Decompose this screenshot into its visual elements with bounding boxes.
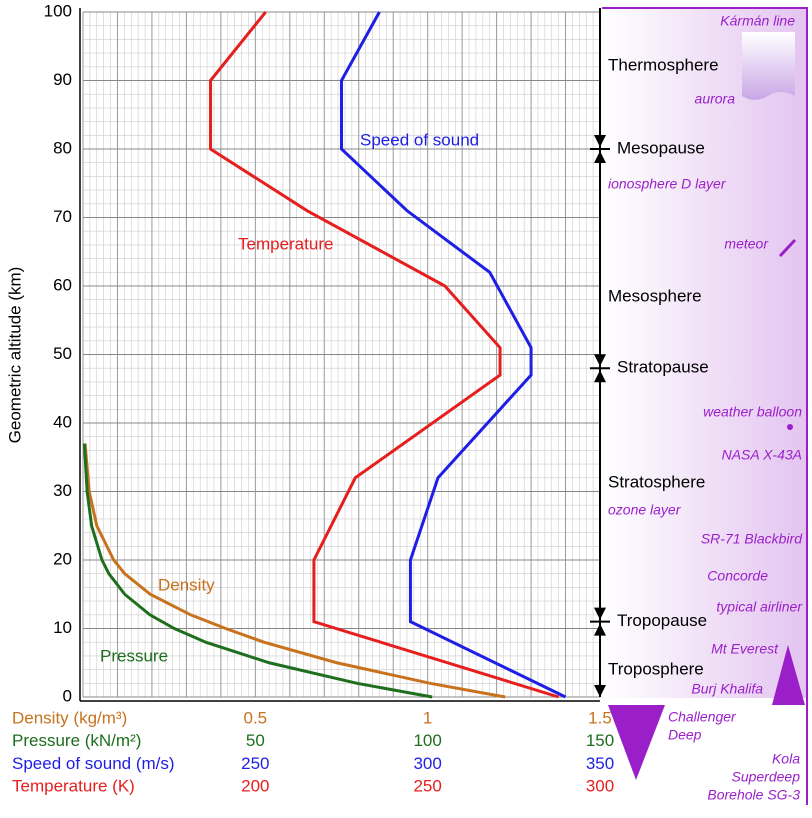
- x-tick-label: 300: [586, 777, 614, 796]
- trench-shape: [608, 705, 665, 780]
- annotation: Superdeep: [731, 769, 800, 785]
- annotation: aurora: [695, 91, 736, 107]
- series-line: [340, 11, 567, 699]
- series-line: [83, 443, 506, 699]
- series-label: Temperature: [238, 234, 333, 253]
- annotation: Borehole SG-3: [707, 787, 800, 803]
- annotation: SR-71 Blackbird: [701, 531, 803, 547]
- y-tick-label: 30: [53, 481, 72, 500]
- y-axis-label: Geometric altitude (km): [5, 267, 24, 444]
- layer-label: Troposphere: [608, 659, 704, 678]
- x-tick-label: 250: [413, 777, 441, 796]
- x-tick-label: 300: [413, 754, 441, 773]
- x-tick-label: 0.5: [244, 708, 268, 727]
- x-tick-label: 150: [586, 731, 614, 750]
- arrow: [594, 685, 606, 697]
- atmosphere-panel: [602, 8, 808, 698]
- meteor-icon: [778, 238, 797, 258]
- annotation: Kármán line: [720, 13, 795, 29]
- series-label: Density: [158, 575, 215, 594]
- series-line: [82, 443, 433, 699]
- boundary-label: Mesopause: [617, 138, 705, 157]
- annotation: meteor: [724, 236, 769, 252]
- arrow: [594, 354, 606, 383]
- x-tick-label: 1.5: [588, 708, 612, 727]
- x-tick-label: 200: [241, 777, 269, 796]
- y-tick-label: 20: [53, 549, 72, 568]
- annotation: weather balloon: [703, 404, 802, 420]
- y-tick-label: 0: [63, 686, 72, 705]
- annotation: Concorde: [707, 568, 768, 584]
- arrow: [594, 607, 606, 636]
- y-tick-label: 80: [53, 138, 72, 157]
- balloon-icon: [787, 424, 793, 430]
- arrow: [594, 135, 606, 163]
- series-label: Pressure: [100, 646, 168, 665]
- annotation: Kola: [772, 751, 800, 767]
- layer-label: Mesosphere: [608, 286, 702, 305]
- x-tick-label: 350: [586, 754, 614, 773]
- y-tick-label: 90: [53, 70, 72, 89]
- annotation: Burj Khalifa: [691, 681, 763, 697]
- x-tick-label: 1: [423, 708, 432, 727]
- x-axis-name: Speed of sound (m/s): [12, 754, 175, 773]
- x-axis-name: Density (kg/m³): [12, 708, 127, 727]
- y-tick-label: 60: [53, 275, 72, 294]
- series-label: Speed of sound: [360, 130, 479, 149]
- annotation: Mt Everest: [711, 641, 779, 657]
- series-line: [209, 11, 560, 699]
- y-tick-label: 70: [53, 207, 72, 226]
- annotation: typical airliner: [716, 599, 803, 615]
- y-tick-label: 10: [53, 618, 72, 637]
- aurora-shape: [742, 32, 795, 100]
- y-tick-label: 50: [53, 344, 72, 363]
- annotation: Deep: [668, 727, 702, 743]
- annotation: ionosphere D layer: [608, 176, 727, 192]
- x-axis-name: Temperature (K): [12, 777, 135, 796]
- boundary-label: Stratopause: [617, 358, 709, 377]
- annotation: NASA X-43A: [722, 447, 802, 463]
- x-tick-label: 100: [413, 731, 441, 750]
- layer-label: Thermosphere: [608, 55, 719, 74]
- boundary-label: Tropopause: [617, 611, 707, 630]
- x-tick-label: 250: [241, 754, 269, 773]
- annotation: Challenger: [668, 709, 737, 725]
- y-tick-label: 100: [44, 1, 72, 20]
- everest-shape: [772, 645, 805, 705]
- x-tick-label: 50: [246, 731, 265, 750]
- x-axis-name: Pressure (kN/m²): [12, 731, 141, 750]
- annotation: ozone layer: [608, 502, 682, 518]
- y-tick-label: 40: [53, 412, 72, 431]
- layer-label: Stratosphere: [608, 472, 705, 491]
